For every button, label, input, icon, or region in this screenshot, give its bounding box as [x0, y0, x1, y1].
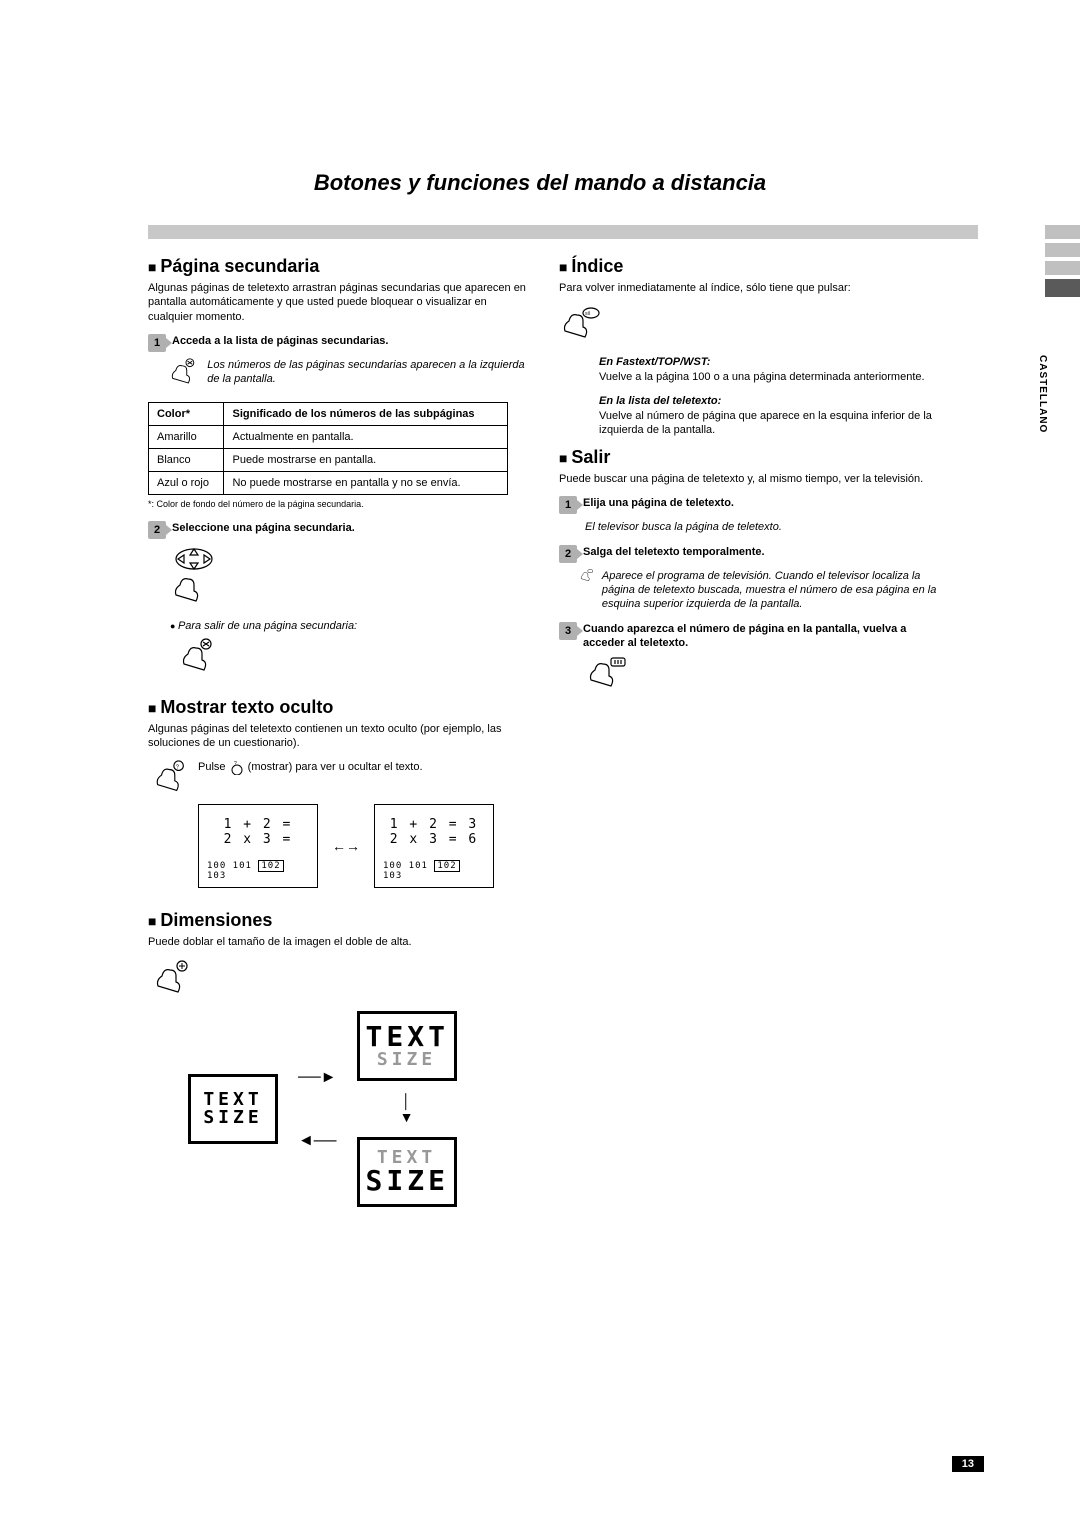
subpage-intro: Algunas páginas de teletexto arrastran p…: [148, 281, 527, 324]
dimensions-heading: Dimensiones: [148, 910, 527, 931]
table-cell: Azul o rojo: [149, 471, 224, 494]
step-text: Acceda a la lista de páginas secundarias…: [172, 334, 388, 348]
step-number-badge: 1: [559, 496, 577, 514]
dimensions-diagram: TEXTSIZE ──► ──► TEXTSIZE │▼ TEXTSIZE: [188, 1011, 527, 1207]
press-hand-icon: [579, 569, 594, 603]
exit-step-1: 1 Elija una página de teletexto.: [559, 496, 938, 514]
reveal-action-row: ? Pulse ? (mostrar) para ver u ocultar e…: [152, 760, 527, 794]
down-arrow-icon: │▼: [357, 1093, 457, 1125]
step-number-badge: 2: [559, 545, 577, 563]
step-1-note: Los números de las páginas secundarias a…: [207, 358, 527, 387]
dimensions-intro: Puede doblar el tamaño de la imagen el d…: [148, 935, 527, 949]
step-text: Cuando aparezca el número de página en l…: [583, 622, 938, 651]
reveal-action-post: (mostrar) para ver u ocultar el texto.: [248, 761, 423, 773]
table-cell: Blanco: [149, 448, 224, 471]
right-arrow-icon: ──►: [298, 1069, 337, 1087]
step-text: Elija una página de teletexto.: [583, 496, 734, 510]
remote-direction-icon: [170, 545, 527, 612]
table-header-meaning: Significado de los números de las subpág…: [224, 402, 508, 425]
up-arrow-icon: ──►: [298, 1131, 337, 1149]
table-header-color: Color*: [149, 402, 224, 425]
exit-intro: Puede buscar una página de teletexto y, …: [559, 472, 938, 486]
reveal-box-shown: 1 + 2 = 3 2 x 3 = 6 100 101 102 103: [374, 804, 494, 888]
step-text: Seleccione una página secundaria.: [172, 521, 355, 535]
reveal-action-pre: Pulse: [198, 761, 226, 773]
table-footnote: *: Color de fondo del número de la págin…: [148, 499, 527, 509]
press-hand-icon: [178, 638, 527, 679]
fastext-text: Vuelve a la página 100 o a una página de…: [599, 370, 938, 384]
table-cell: Actualmente en pantalla.: [224, 425, 508, 448]
svg-text:?: ?: [176, 765, 179, 771]
teletextlist-text: Vuelve al número de página que aparece e…: [599, 409, 938, 438]
language-tab-label: CASTELLANO: [1037, 355, 1048, 433]
step-1-note-row: Los números de las páginas secundarias a…: [168, 358, 527, 392]
exit-step-2: 2 Salga del teletexto temporalmente.: [559, 545, 938, 563]
table-cell: Amarillo: [149, 425, 224, 448]
press-hand-icon: [152, 960, 527, 1001]
press-hand-icon: ?: [152, 760, 190, 794]
reveal-button-icon: ?: [229, 761, 245, 775]
size-normal-box: TEXTSIZE: [188, 1074, 278, 1144]
left-column: Página secundaria Algunas páginas de tel…: [148, 256, 527, 1207]
exit-step-3: 3 Cuando aparezca el número de página en…: [559, 622, 938, 651]
subpage-step-1: 1 Acceda a la lista de páginas secundari…: [148, 334, 527, 352]
table-cell: No puede mostrarse en pantalla y no se e…: [224, 471, 508, 494]
step-number-badge: 2: [148, 521, 166, 539]
subpage-heading: Página secundaria: [148, 256, 527, 277]
exit-step1-note: El televisor busca la página de teletext…: [585, 520, 938, 534]
svg-text:≡/i: ≡/i: [585, 311, 590, 317]
header-decorative-bar: [148, 225, 978, 239]
press-hand-icon: [168, 358, 199, 392]
fastext-label: En Fastext/TOP/WST:: [599, 356, 938, 368]
subpage-step-2: 2 Seleccione una página secundaria.: [148, 521, 527, 539]
reveal-box-hidden: 1 + 2 = 2 x 3 = 100 101 102 103: [198, 804, 318, 888]
step-number-badge: 3: [559, 622, 577, 640]
reveal-intro: Algunas páginas del teletexto contienen …: [148, 722, 527, 751]
press-hand-icon: ≡/i: [559, 305, 938, 346]
exit-subpage-note: Para salir de una página secundaria:: [170, 620, 527, 632]
step-text: Salga del teletexto temporalmente.: [583, 545, 765, 559]
index-heading: Índice: [559, 256, 938, 277]
right-column: Índice Para volver inmediatamente al índ…: [559, 256, 938, 1207]
page-title: Botones y funciones del mando a distanci…: [0, 0, 1080, 196]
side-tab-bars: [1045, 225, 1080, 301]
step-number-badge: 1: [148, 334, 166, 352]
exit-step2-note: Aparece el programa de televisión. Cuand…: [602, 569, 938, 612]
double-arrow-icon: ←→: [332, 838, 360, 854]
size-bottom-box: TEXTSIZE: [357, 1137, 457, 1207]
reveal-action-text: Pulse ? (mostrar) para ver u ocultar el …: [198, 760, 423, 774]
reveal-diagram: 1 + 2 = 2 x 3 = 100 101 102 103 ←→ 1 + 2…: [198, 804, 527, 888]
page-number: 13: [952, 1456, 984, 1472]
press-hand-icon: [585, 656, 938, 693]
table-cell: Puede mostrarse en pantalla.: [224, 448, 508, 471]
index-intro: Para volver inmediatamente al índice, só…: [559, 281, 938, 295]
exit-heading: Salir: [559, 447, 938, 468]
exit-step2-row: Aparece el programa de televisión. Cuand…: [579, 569, 938, 612]
color-meaning-table: Color*Significado de los números de las …: [148, 402, 508, 495]
reveal-heading: Mostrar texto oculto: [148, 697, 527, 718]
svg-text:?: ?: [234, 761, 237, 767]
size-top-box: TEXTSIZE: [357, 1011, 457, 1081]
teletextlist-label: En la lista del teletexto:: [599, 395, 938, 407]
